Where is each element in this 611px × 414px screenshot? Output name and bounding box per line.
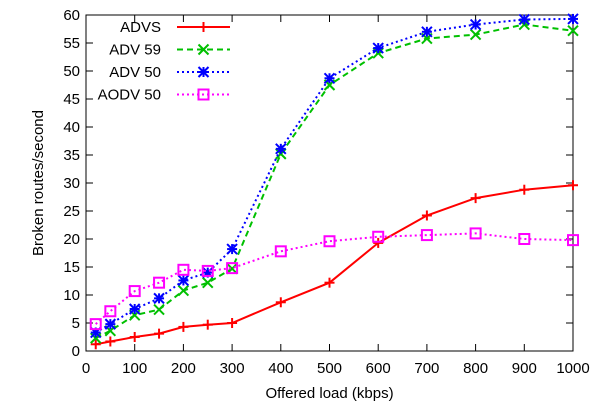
y-tick-label: 15 [63,259,80,276]
data-point [154,328,165,339]
data-point [90,339,101,350]
legend-entry: ADV 50 [109,64,230,81]
y-tick-label: 20 [63,231,80,248]
x-tick-label: 800 [463,360,488,377]
data-point [519,184,530,195]
x-tick-label: 100 [122,360,147,377]
legend-entry: ADV 59 [109,42,230,59]
data-point [421,210,432,221]
y-tick-label: 60 [63,7,80,24]
data-point [177,284,190,297]
y-axis-title: Broken routes/second [30,110,47,256]
data-point [568,180,578,191]
legend-label: ADVS [120,19,161,36]
legend-entry: AODV 50 [98,87,230,104]
data-point [372,42,384,54]
legend-swatch-marker [197,66,210,78]
x-tick-label: 1000 [556,360,589,377]
data-point [567,13,579,25]
x-tick-label: 0 [82,360,90,377]
x-tick-label: 400 [268,360,293,377]
y-tick-label: 5 [72,315,80,332]
y-tick-label: 55 [63,35,80,52]
legend-swatch-marker [197,43,210,56]
data-point [275,148,287,160]
data-point [227,318,238,328]
data-point [324,277,335,288]
data-point [201,264,214,277]
series-line [95,184,574,346]
legend-label: ADV 50 [109,64,161,81]
data-point [104,318,117,330]
y-tick-label: 25 [63,203,80,220]
series-2 [90,13,579,339]
data-point [372,230,385,243]
data-point [128,285,141,298]
axis-ticks: 0 100 200 300 400 500 600 700 800 900 1000 0 5 10 15 20… [63,7,589,377]
y-tick-label: 0 [72,343,80,360]
data-point [202,319,213,330]
y-tick-label: 45 [63,91,80,108]
data-point [153,276,166,289]
y-tick-label: 30 [63,175,80,192]
legend-label: AODV 50 [98,87,161,104]
series-3 [89,227,579,331]
y-tick-label: 40 [63,119,80,136]
data-point [226,243,238,255]
legend: ADVS ADV 59 ADV 50 AODV 50 [98,19,230,104]
y-tick-label: 35 [63,147,80,164]
data-point [104,305,117,318]
data-point [518,18,531,31]
data-point [177,263,190,276]
data-point [518,233,531,245]
data-point [469,227,482,240]
data-point [153,292,165,305]
x-tick-label: 700 [414,360,439,377]
x-tick-label: 300 [220,360,245,377]
data-point [420,229,433,242]
data-point [274,245,287,258]
data-point [323,235,336,248]
series-line [95,17,574,334]
x-tick-label: 600 [366,360,391,377]
x-tick-label: 900 [512,360,537,377]
data-point [226,262,239,275]
data-point [129,332,140,342]
data-point [202,276,214,289]
data-point [567,234,579,247]
y-tick-label: 50 [63,63,80,80]
data-point [275,143,287,155]
legend-entry: ADVS [120,19,230,36]
data-point [470,193,481,204]
data-point [275,297,286,308]
y-tick-label: 10 [63,287,80,304]
series-0 [90,180,578,350]
data-point [178,321,189,332]
data-point [421,26,433,38]
data-point [105,336,116,347]
data-point [469,28,482,41]
data-point [153,303,165,316]
data-point [89,318,102,331]
x-axis-title: Offered load (kbps) [265,385,393,402]
x-tick-label: 500 [317,360,342,377]
data-point [323,72,336,84]
data-point [372,47,384,59]
legend-label: ADV 59 [109,42,161,59]
legend-swatch-marker [198,22,209,32]
data-point [128,303,141,315]
legend-swatch-marker [197,88,210,101]
data-point [518,13,531,26]
series-line [95,23,574,339]
data-point [177,274,190,287]
data-point [373,237,384,248]
data-series [89,13,579,350]
data-point [469,18,482,31]
data-point [567,24,579,37]
data-point [226,262,238,275]
x-tick-label: 200 [171,360,196,377]
